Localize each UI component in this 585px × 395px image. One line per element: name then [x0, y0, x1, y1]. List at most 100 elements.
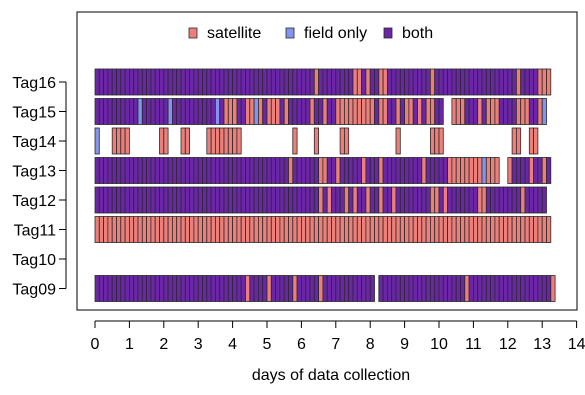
bar-bin-both-tag16	[300, 68, 307, 96]
bar-bin-both-tag09	[408, 275, 414, 302]
bar-bin-satellite-tag11	[266, 216, 272, 243]
bar-bin-both-tag13	[262, 157, 268, 184]
bar-bin-satellite-tag11	[498, 216, 504, 243]
bar-bin-both-tag12	[361, 186, 367, 214]
bar-bin-satellite-tag11	[275, 216, 281, 243]
bar-bin-satellite-tag14	[163, 127, 169, 155]
bar-bin-both-tag12	[292, 186, 298, 214]
bar-bin-satellite-tag11	[133, 216, 139, 243]
bar-bin-satellite-tag16	[546, 68, 552, 96]
bar-bin-both-tag12	[412, 186, 418, 214]
bar-bin-both-tag12	[171, 186, 178, 214]
bar-bin-satellite-tag11	[356, 216, 362, 243]
bar-bin-both-tag09	[133, 275, 139, 302]
bar-bin-both-tag13	[408, 157, 414, 184]
bar-bin-both-tag12	[386, 186, 393, 214]
bar-bin-satellite-tag13	[464, 157, 470, 184]
bar-bin-both-tag15	[279, 98, 285, 125]
bar-bin-satellite-tag11	[382, 216, 388, 243]
bar-bin-satellite-tag14	[236, 127, 242, 155]
bar-bin-both-tag12	[369, 186, 375, 214]
bar-bin-satellite-tag11	[141, 216, 148, 243]
bar-bin-satellite-tag14	[528, 127, 534, 155]
bar-bin-satellite-tag11	[283, 216, 289, 243]
bar-bin-both-tag12	[511, 186, 517, 214]
bar-bin-satellite-tag14	[516, 127, 522, 155]
bar-bin-both-tag12	[262, 186, 268, 214]
bar-bin-satellite-tag15	[275, 98, 281, 125]
bar-bin-both-tag15	[296, 98, 302, 125]
bar-bin-both-tag09	[528, 275, 534, 302]
bar-bin-satellite-tag11	[189, 216, 195, 243]
bar-bin-both-tag12	[219, 186, 225, 214]
bar-bin-both-tag13	[516, 157, 522, 184]
bar-bin-satellite-tag11	[429, 216, 436, 243]
bar-bin-satellite-tag14	[223, 127, 229, 155]
bar-bin-satellite-tag14	[232, 127, 238, 155]
bar-bin-both-tag12	[421, 186, 427, 214]
x-tick-label: 5	[263, 336, 272, 353]
bar-bin-both-tag15	[288, 98, 294, 125]
bar-bin-satellite-tag13	[447, 157, 453, 184]
bar-bin-both-tag15	[202, 98, 208, 125]
bar-bin-both-tag12	[232, 186, 238, 214]
bar-bin-both-tag09	[227, 275, 234, 302]
bar-bin-both-tag13	[352, 157, 358, 184]
bar-bin-both-tag13	[159, 157, 165, 184]
x-tick-label: 9	[400, 336, 409, 353]
bar-bin-both-tag09	[253, 275, 259, 302]
bar-bin-satellite-tag15	[356, 98, 362, 125]
bar-bin-both-tag16	[120, 68, 126, 96]
bar-bin-satellite-tag14	[210, 127, 216, 155]
bar-bin-satellite-tag14	[124, 127, 130, 155]
bar-bin-satellite-tag11	[296, 216, 302, 243]
bar-bin-satellite-tag09	[318, 275, 324, 302]
bar-bin-both-tag09	[202, 275, 208, 302]
bar-bin-both-tag16	[386, 68, 393, 96]
bar-bin-both-tag16	[399, 68, 405, 96]
bar-bin-satellite-tag11	[159, 216, 165, 243]
bar-bin-satellite-tag14	[219, 127, 225, 155]
bar-bin-both-tag16	[116, 68, 122, 96]
bar-bin-both-tag13	[391, 157, 397, 184]
bar-bin-satellite-tag11	[171, 216, 178, 243]
bar-bin-both-tag09	[98, 275, 105, 302]
bar-bin-both-tag15	[141, 98, 148, 125]
bar-bin-both-tag13	[103, 157, 109, 184]
bar-bin-both-tag16	[395, 68, 401, 96]
bar-bin-both-tag13	[94, 157, 100, 184]
y-tick-label: Tag10	[12, 252, 56, 269]
bar-bin-both-tag15	[150, 98, 156, 125]
bar-bin-both-tag16	[240, 68, 246, 96]
bar-bin-satellite-tag16	[352, 68, 358, 96]
bar-bin-both-tag09	[335, 275, 341, 302]
bar-bin-satellite-tag14	[313, 127, 319, 155]
bar-bin-satellite-tag15	[232, 98, 238, 125]
bar-bin-both-tag16	[524, 68, 530, 96]
bar-bin-both-tag09	[141, 275, 148, 302]
bar-bin-both-tag15	[197, 98, 203, 125]
bar-bin-both-tag09	[455, 275, 461, 302]
bar-bin-both-tag09	[386, 275, 393, 302]
bar-bin-satellite-tag15	[516, 98, 522, 125]
bar-bin-both-tag16	[296, 68, 302, 96]
bar-bin-satellite-tag15	[477, 98, 483, 125]
bar-bin-both-tag13	[163, 157, 169, 184]
bar-bin-satellite-tag11	[537, 216, 543, 243]
bar-bin-both-tag13	[128, 157, 135, 184]
bar-bin-satellite-tag11	[417, 216, 423, 243]
plot-frame	[76, 11, 578, 311]
bar-bin-both-tag15	[146, 98, 152, 125]
bar-bin-both-tag16	[167, 68, 173, 96]
bar-bin-satellite-tag11	[451, 216, 457, 243]
bar-bin-satellite-tag11	[421, 216, 427, 243]
bar-bin-both-tag12	[176, 186, 182, 214]
bar-bin-satellite-tag11	[520, 216, 526, 243]
bar-bin-satellite-tag15	[395, 98, 401, 125]
bar-bin-both-tag09	[206, 275, 212, 302]
bar-bin-satellite-tag11	[503, 216, 509, 243]
x-tick-label: 14	[568, 336, 585, 353]
bar-bin-both-tag12	[408, 186, 414, 214]
bar-bin-both-tag13	[133, 157, 139, 184]
bar-bin-both-tag16	[111, 68, 117, 96]
